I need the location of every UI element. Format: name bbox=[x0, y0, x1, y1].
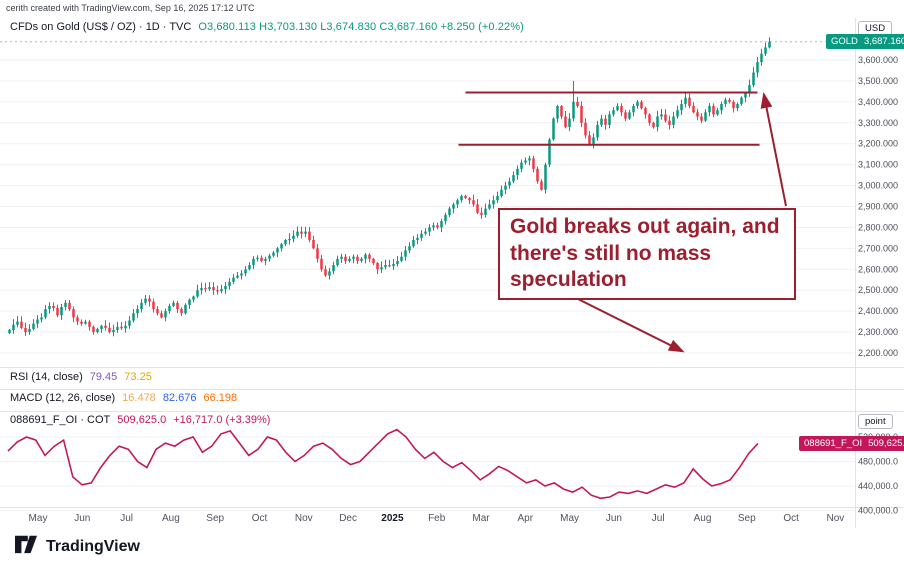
cot-badge-value: 509,625.0 bbox=[868, 438, 904, 449]
time-axis-label: May bbox=[560, 513, 579, 524]
price-axis-label: 3,600.000 bbox=[858, 55, 898, 65]
price-axis-label: 2,600.000 bbox=[858, 264, 898, 274]
time-axis-label: Nov bbox=[295, 513, 313, 524]
time-axis-label: Sep bbox=[738, 513, 756, 524]
macd-label: MACD (12, 26, close) bbox=[10, 392, 116, 404]
cot-unit-label: point bbox=[858, 414, 893, 429]
price-badge-symbol: GOLD bbox=[831, 36, 858, 47]
breakout-arrow[interactable] bbox=[760, 92, 787, 207]
cot-axis-label: 400,000.0 bbox=[858, 506, 898, 516]
price-axis-label: 2,200.000 bbox=[858, 348, 898, 358]
time-axis-label: Aug bbox=[694, 513, 712, 524]
macd-legend[interactable]: MACD (12, 26, close) 16.478 82.676 66.19… bbox=[10, 392, 237, 404]
annotation-text-box[interactable]: Gold breaks out again, and there's still… bbox=[498, 208, 796, 300]
price-axis-label: 3,300.000 bbox=[858, 118, 898, 128]
macd-histogram-value: 16.478 bbox=[122, 392, 156, 404]
rsi-value: 79.45 bbox=[89, 371, 118, 383]
last-price-badge: GOLD 3,687.160 bbox=[826, 34, 904, 49]
cot-last-value-badge: 088691_F_OI 509,625.0 bbox=[799, 436, 904, 451]
macd-line-value: 82.676 bbox=[162, 392, 197, 404]
time-axis-label: Aug bbox=[162, 513, 180, 524]
cot-axis-label: 440,000.0 bbox=[858, 481, 898, 491]
price-badge-value: 3,687.160 bbox=[863, 36, 904, 47]
price-axis-label: 2,900.000 bbox=[858, 202, 898, 212]
time-axis-label: Oct bbox=[783, 513, 799, 524]
time-axis-label: May bbox=[29, 513, 48, 524]
macd-signal-value: 66.198 bbox=[203, 392, 238, 404]
time-axis-label: Jul bbox=[120, 513, 133, 524]
symbol-legend[interactable]: CFDs on Gold (US$ / OZ) · 1D · TVC O3,68… bbox=[10, 21, 524, 33]
rsi-ma-value: 73.25 bbox=[124, 371, 152, 383]
time-axis-label: Jul bbox=[652, 513, 665, 524]
symbol-title: CFDs on Gold (US$ / OZ) · 1D · TVC bbox=[10, 21, 192, 33]
price-axis-label: 2,800.000 bbox=[858, 222, 898, 232]
price-axis-label: 2,700.000 bbox=[858, 243, 898, 253]
cot-line bbox=[7, 428, 759, 500]
time-axis[interactable]: May Jun Jul Aug Sep Oct Nov Dec 2025 Feb Mar Apr May… bbox=[29, 513, 845, 524]
time-axis-label: Oct bbox=[252, 513, 268, 524]
time-axis-label: Sep bbox=[206, 513, 224, 524]
ohlc-values: O3,680.113 H3,703.130 L3,674.830 C3,687.… bbox=[198, 21, 524, 33]
price-axis-label: 3,500.000 bbox=[858, 76, 898, 86]
price-axis-label: 3,000.000 bbox=[858, 181, 898, 191]
tradingview-brand-text: TradingView bbox=[46, 537, 140, 555]
tradingview-footer[interactable]: TradingView bbox=[14, 533, 140, 560]
price-axis-label: 2,300.000 bbox=[858, 327, 898, 337]
price-axis-label: 3,200.000 bbox=[858, 139, 898, 149]
price-axis-label: 2,500.000 bbox=[858, 285, 898, 295]
candlestick-series bbox=[8, 37, 771, 337]
rsi-label: RSI (14, close) bbox=[10, 371, 83, 383]
time-axis-label: Mar bbox=[472, 513, 490, 524]
cot-axis-label: 480,000.0 bbox=[858, 457, 898, 467]
cot-value: 509,625.0 bbox=[117, 414, 167, 426]
cot-change: +16,717.0 (+3.39%) bbox=[173, 414, 271, 426]
price-axis-label: 2,400.000 bbox=[858, 306, 898, 316]
time-axis-label: Nov bbox=[827, 513, 845, 524]
time-axis-label: Dec bbox=[339, 513, 357, 524]
time-axis-label: Feb bbox=[428, 513, 446, 524]
gridlines bbox=[0, 18, 904, 528]
speculation-arrow[interactable] bbox=[577, 298, 685, 353]
time-axis-label: Jun bbox=[606, 513, 622, 524]
cot-legend[interactable]: 088691_F_OI · COT 509,625.0 +16,717.0 (+… bbox=[10, 414, 270, 426]
cot-label: 088691_F_OI · COT bbox=[10, 414, 111, 426]
tradingview-logo-icon bbox=[14, 533, 38, 560]
time-axis-label: Apr bbox=[518, 513, 534, 524]
price-axis-label: 3,100.000 bbox=[858, 160, 898, 170]
user-drawings[interactable] bbox=[458, 91, 787, 353]
price-axis-label: 3,400.000 bbox=[858, 97, 898, 107]
cot-line-series bbox=[7, 428, 759, 500]
cot-badge-symbol: 088691_F_OI bbox=[804, 438, 863, 449]
time-axis-label: Jun bbox=[74, 513, 90, 524]
attribution-text: cerith created with TradingView.com, Sep… bbox=[6, 3, 255, 13]
rsi-legend[interactable]: RSI (14, close) 79.45 73.25 bbox=[10, 371, 152, 383]
time-axis-label: 2025 bbox=[381, 513, 404, 524]
